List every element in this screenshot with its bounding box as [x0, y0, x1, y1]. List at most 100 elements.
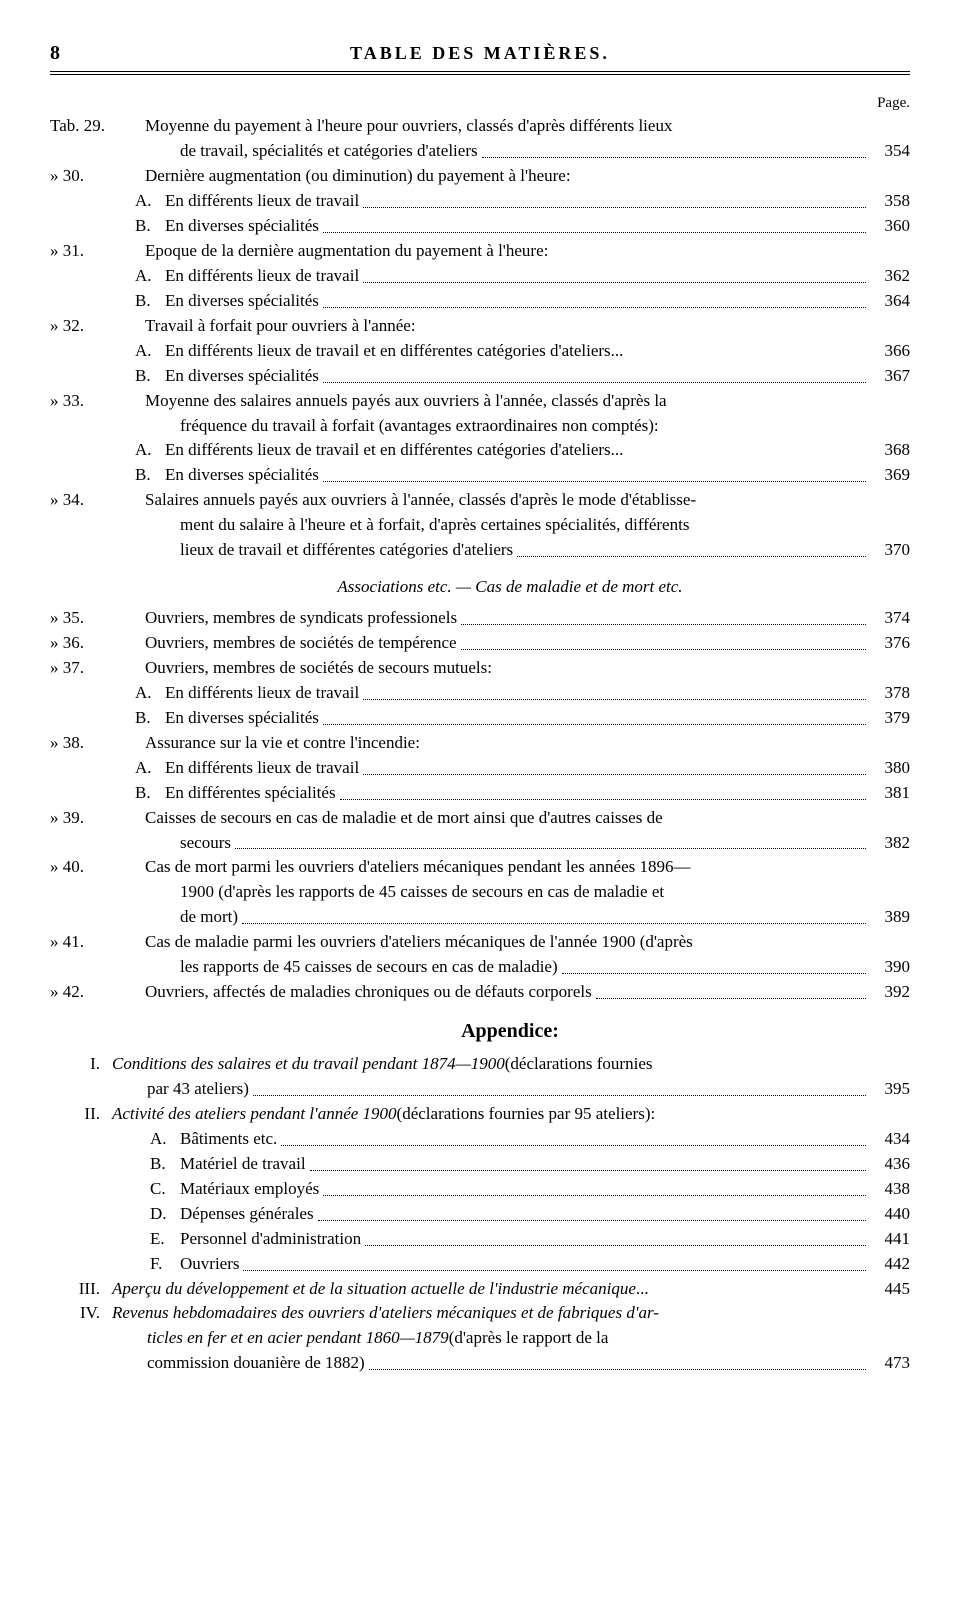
sub-letter: B.: [135, 464, 165, 487]
entry-text: Dépenses générales: [180, 1203, 314, 1226]
sub-letter: A.: [135, 190, 165, 213]
toc-entry: de mort)389: [50, 906, 910, 929]
toc-entry: Tab. 29.Moyenne du payement à l'heure po…: [50, 115, 910, 138]
entry-page: 382: [870, 832, 910, 855]
entry-text-italic: Revenus hebdomadaires des ouvriers d'ate…: [112, 1302, 659, 1325]
entry-text: En différents lieux de travail: [165, 682, 359, 705]
sub-letter: D.: [150, 1203, 180, 1226]
toc-entry: » 35.Ouvriers, membres de syndicats prof…: [50, 607, 910, 630]
entry-text: 1900 (d'après les rapports de 45 caisses…: [180, 881, 664, 904]
sub-letter: F.: [150, 1253, 180, 1276]
entry-text: Assurance sur la vie et contre l'incendi…: [145, 732, 420, 755]
toc-sub-entry: A.En différents lieux de travail et en d…: [50, 439, 910, 462]
tab-number: » 36.: [50, 632, 145, 655]
entry-text: Bâtiments etc.: [180, 1128, 277, 1151]
appendix-title: Appendice:: [110, 1018, 910, 1045]
entry-page: 358: [870, 190, 910, 213]
appendix-entry: III.Aperçu du développement et de la sit…: [50, 1278, 910, 1301]
entry-text: Travail à forfait pour ouvriers à l'anné…: [145, 315, 416, 338]
entry-text: En différents lieux de travail et en dif…: [165, 340, 611, 363]
toc-entry: » 31.Epoque de la dernière augmentation …: [50, 240, 910, 263]
sub-letter: C.: [150, 1178, 180, 1201]
entry-text: Matériel de travail: [180, 1153, 306, 1176]
tab-number: » 39.: [50, 807, 145, 830]
entry-page: 380: [870, 757, 910, 780]
toc-sub-entry: B.En différentes spécialités381: [50, 782, 910, 805]
entry-text: En diverses spécialités: [165, 290, 319, 313]
entry-page: 367: [870, 365, 910, 388]
appendix-entry: II.Activité des ateliers pendant l'année…: [50, 1103, 910, 1126]
toc-sub-entry: B.En diverses spécialités364: [50, 290, 910, 313]
toc-sub-entry: B.En diverses spécialités360: [50, 215, 910, 238]
toc-entry: » 37.Ouvriers, membres de sociétés de se…: [50, 657, 910, 680]
entry-text: Salaires annuels payés aux ouvriers à l'…: [145, 489, 696, 512]
roman-numeral: II.: [50, 1103, 112, 1126]
sub-letter: A.: [135, 439, 165, 462]
entry-text: Caisses de secours en cas de maladie et …: [145, 807, 663, 830]
entry-text: Dernière augmentation (ou diminution) du…: [145, 165, 571, 188]
entry-text: En différents lieux de travail et en dif…: [165, 439, 611, 462]
entry-page: 378: [870, 682, 910, 705]
toc-entry: secours 382: [50, 832, 910, 855]
toc-entry: » 33.Moyenne des salaires annuels payés …: [50, 390, 910, 413]
roman-numeral: I.: [50, 1053, 112, 1076]
entry-text: Ouvriers, membres de syndicats professio…: [145, 607, 457, 630]
entry-text: lieux de travail et différentes catégori…: [180, 539, 513, 562]
entry-text: Moyenne du payement à l'heure pour ouvri…: [145, 115, 672, 138]
entry-text-italic: Activité des ateliers pendant l'année 19…: [112, 1103, 397, 1126]
entry-page: 354: [870, 140, 910, 163]
toc-section-1: Tab. 29.Moyenne du payement à l'heure po…: [50, 115, 910, 562]
sub-letter: B.: [150, 1153, 180, 1176]
page-header: 8 TABLE DES MATIÈRES.: [50, 40, 910, 67]
entry-page: 442: [870, 1253, 910, 1276]
entry-page: 436: [870, 1153, 910, 1176]
entry-text: Ouvriers, membres de sociétés de secours…: [145, 657, 492, 680]
entry-text: secours: [180, 832, 231, 855]
entry-text: En différents lieux de travail: [165, 190, 359, 213]
entry-text-italic: Aperçu du développement et de la situati…: [112, 1278, 636, 1301]
appendix-sub-entry: B.Matériel de travail 436: [50, 1153, 910, 1176]
tab-number: Tab. 29.: [50, 115, 145, 138]
entry-text: Matériaux employés: [180, 1178, 319, 1201]
toc-entry: » 42.Ouvriers, affectés de maladies chro…: [50, 981, 910, 1004]
appendix-sub-entry: F.Ouvriers442: [50, 1253, 910, 1276]
entry-page: 445: [870, 1278, 910, 1301]
entry-page: 441: [870, 1228, 910, 1251]
tab-number: » 34.: [50, 489, 145, 512]
sub-letter: B.: [135, 290, 165, 313]
tab-number: » 33.: [50, 390, 145, 413]
toc-sub-entry: B.En diverses spécialités369: [50, 464, 910, 487]
entry-text: de travail, spécialités et catégories d'…: [180, 140, 478, 163]
toc-entry: » 36.Ouvriers, membres de sociétés de te…: [50, 632, 910, 655]
toc-sub-entry: B.En diverses spécialités379: [50, 707, 910, 730]
tab-number: » 41.: [50, 931, 145, 954]
toc-entry: 1900 (d'après les rapports de 45 caisses…: [50, 881, 910, 904]
entry-text: En différents lieux de travail: [165, 265, 359, 288]
entry-text: En différentes spécialités: [165, 782, 336, 805]
toc-entry: » 34.Salaires annuels payés aux ouvriers…: [50, 489, 910, 512]
toc-entry: fréquence du travail à forfait (avantage…: [50, 415, 910, 438]
appendix-section: I.Conditions des salaires et du travail …: [50, 1053, 910, 1375]
entry-page: 366: [870, 340, 910, 363]
entry-page: 390: [870, 956, 910, 979]
roman-numeral: III.: [50, 1278, 112, 1301]
entry-text: (déclarations fournies par 95 ateliers):: [397, 1103, 656, 1126]
toc-entry: lieux de travail et différentes catégori…: [50, 539, 910, 562]
sub-letter: A.: [135, 757, 165, 780]
toc-entry: » 30.Dernière augmentation (ou diminutio…: [50, 165, 910, 188]
toc-entry: » 40.Cas de mort parmi les ouvriers d'at…: [50, 856, 910, 879]
sub-letter: A.: [135, 265, 165, 288]
entry-text: Cas de maladie parmi les ouvriers d'atel…: [145, 931, 693, 954]
entry-text: En diverses spécialités: [165, 365, 319, 388]
toc-entry: » 38.Assurance sur la vie et contre l'in…: [50, 732, 910, 755]
toc-sub-entry: A.En différents lieux de travail et en d…: [50, 340, 910, 363]
sub-letter: A.: [150, 1128, 180, 1151]
entry-text: Epoque de la dernière augmentation du pa…: [145, 240, 548, 263]
entry-page: 374: [870, 607, 910, 630]
sub-letter: E.: [150, 1228, 180, 1251]
sub-letter: B.: [135, 782, 165, 805]
tab-number: » 32.: [50, 315, 145, 338]
entry-page: 370: [870, 539, 910, 562]
toc-sub-entry: B.En diverses spécialités367: [50, 365, 910, 388]
entry-page: 360: [870, 215, 910, 238]
